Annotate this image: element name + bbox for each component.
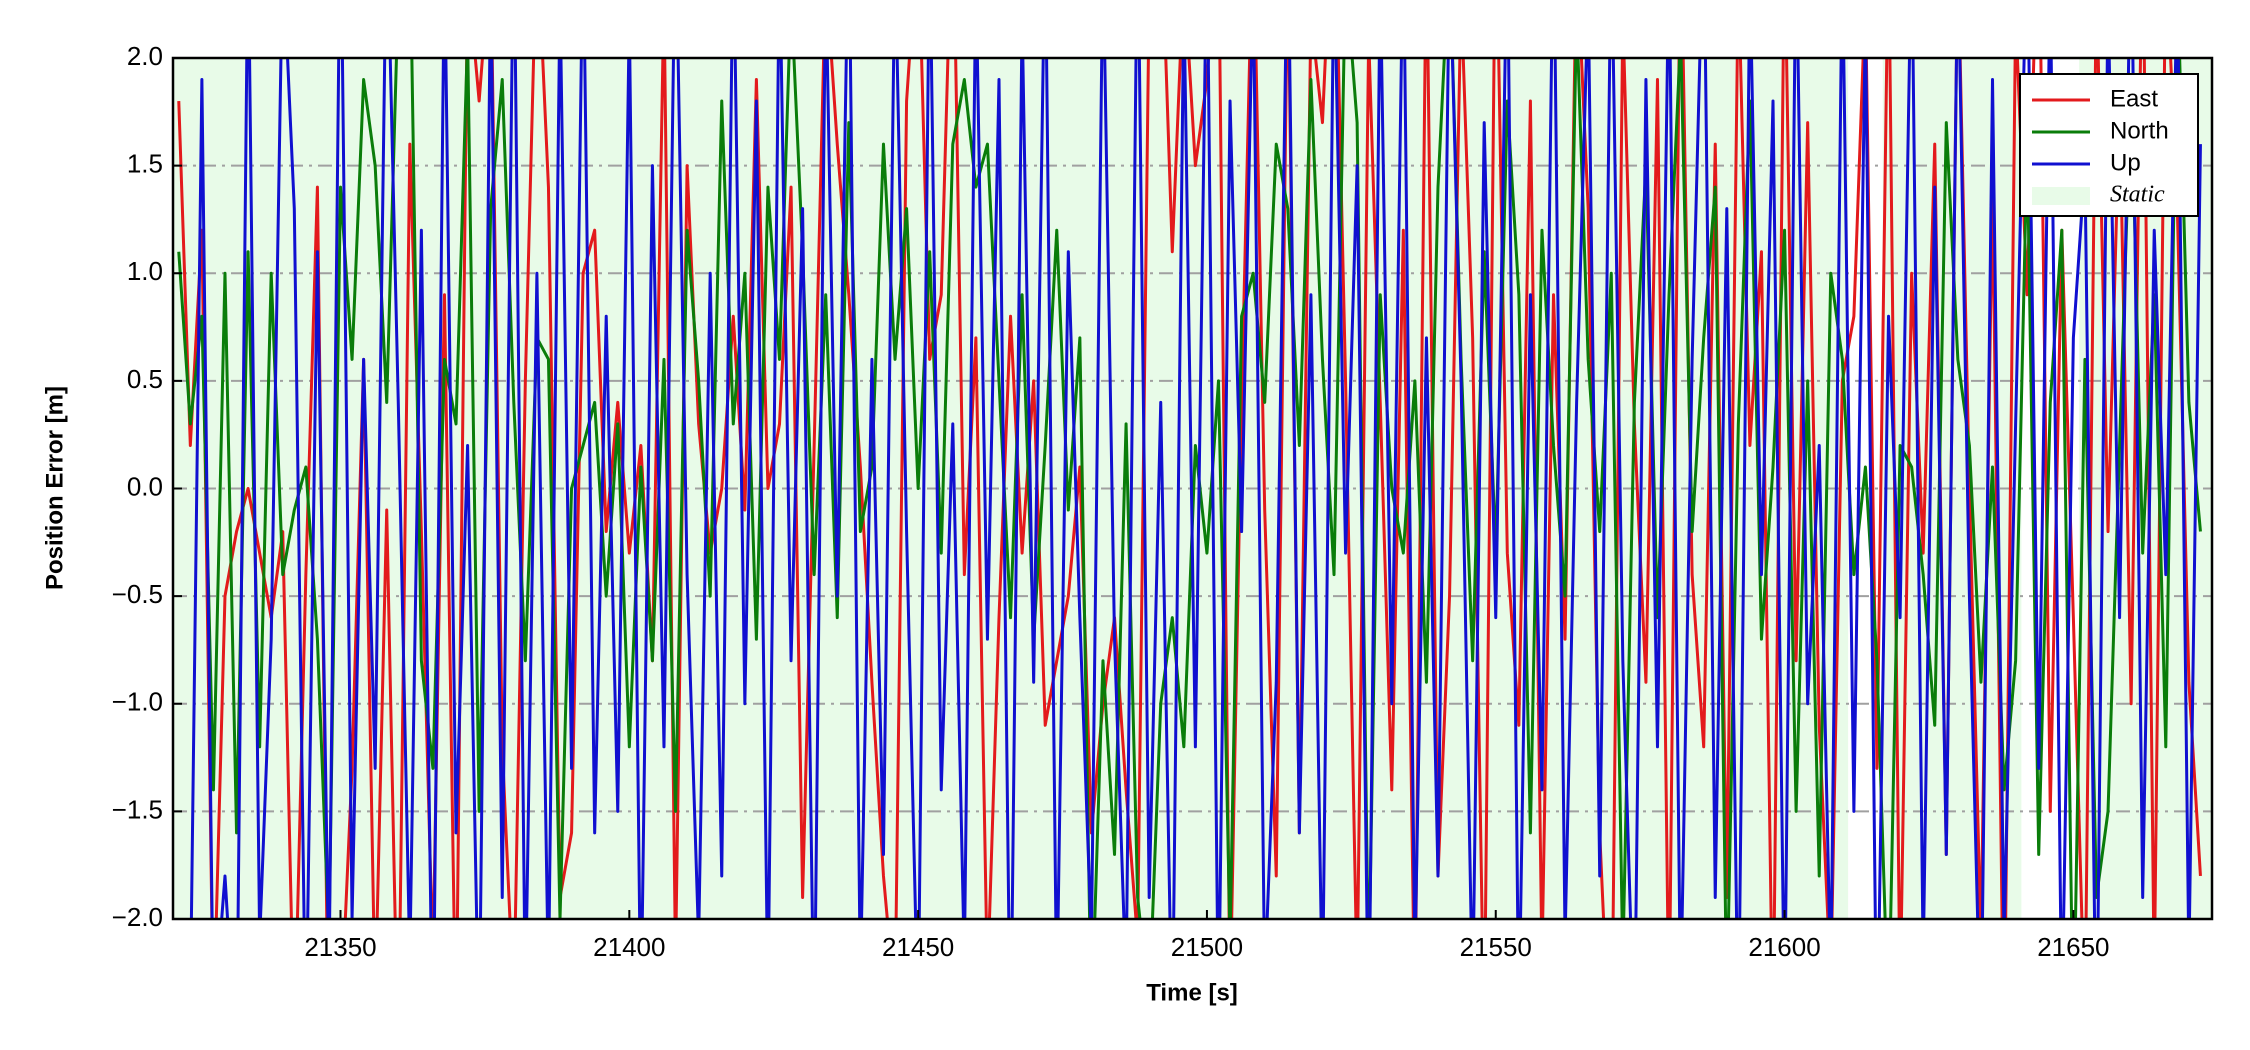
y-tick-label: 0.5 bbox=[127, 364, 163, 394]
y-tick-label: −0.5 bbox=[112, 579, 163, 609]
x-tick-label: 21550 bbox=[1460, 932, 1532, 962]
y-tick-label: −1.0 bbox=[112, 687, 163, 717]
y-axis-label: Position Error [m] bbox=[41, 386, 68, 590]
legend-label: East bbox=[2110, 85, 2158, 112]
x-tick-label: 21400 bbox=[593, 932, 665, 962]
x-tick-label: 21600 bbox=[1748, 932, 1820, 962]
legend-label: Static bbox=[2110, 182, 2165, 208]
legend-swatch bbox=[2032, 187, 2090, 205]
lines-layer bbox=[177, 58, 2202, 919]
y-tick-label: −1.5 bbox=[112, 794, 163, 824]
legend: East North Up Static bbox=[2019, 73, 2199, 217]
series-line bbox=[177, 58, 2202, 919]
series-line bbox=[189, 58, 2202, 919]
axes-layer: −2.0 −1.5 −1.0 −0.5 0.0 0.5 1.0 1.5 2.0 21350 2140… bbox=[112, 41, 2110, 962]
series-line bbox=[177, 58, 2202, 919]
x-tick-label: 21650 bbox=[2037, 932, 2109, 962]
y-tick-label: −2.0 bbox=[112, 902, 163, 932]
y-tick-label: 0.0 bbox=[127, 471, 163, 501]
x-tick-label: 21450 bbox=[882, 932, 954, 962]
legend-label: Up bbox=[2110, 149, 2141, 176]
y-tick-label: 2.0 bbox=[127, 41, 163, 71]
legend-label: North bbox=[2110, 117, 2169, 144]
y-tick-label: 1.0 bbox=[127, 256, 163, 286]
x-axis-label: Time [s] bbox=[1146, 979, 1238, 1006]
x-tick-label: 21350 bbox=[304, 932, 376, 962]
y-tick-label: 1.5 bbox=[127, 149, 163, 179]
x-tick-label: 21500 bbox=[1171, 932, 1243, 962]
